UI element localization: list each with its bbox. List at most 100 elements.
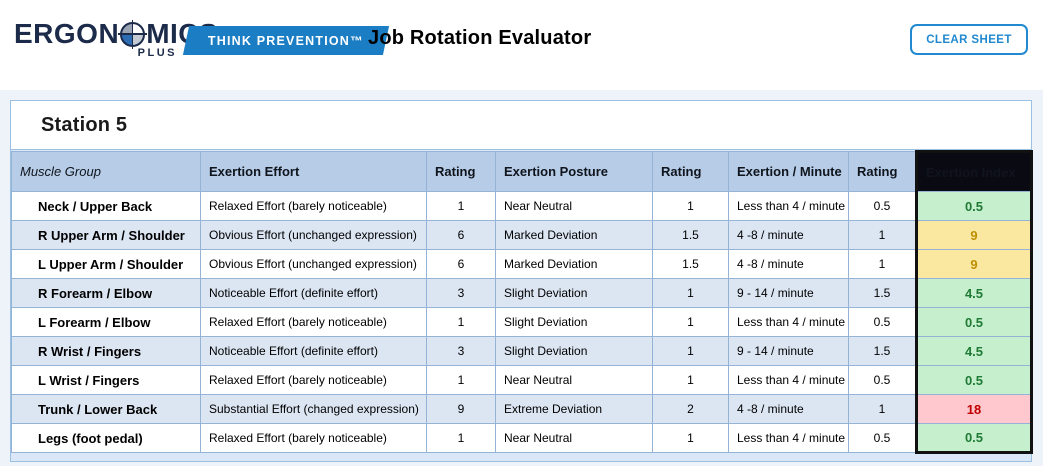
muscle-group-cell: Neck / Upper Back <box>11 191 201 221</box>
effort-rating-cell: 3 <box>426 336 496 366</box>
col-header-exertion-index: Exertion Index <box>915 150 1033 192</box>
col-header-exertion-effort: Exertion Effort <box>200 151 427 192</box>
muscle-group-cell: L Wrist / Fingers <box>11 365 201 395</box>
col-header-exertion-posture: Exertion Posture <box>495 151 653 192</box>
exertion-effort-cell[interactable]: Relaxed Effort (barely noticeable) <box>200 365 427 395</box>
badge-label: THINK PREVENTION™ <box>208 33 364 48</box>
posture-rating-cell: 1.5 <box>652 249 729 279</box>
table-row: L Upper Arm / Shoulder Obvious Effort (u… <box>11 249 1033 279</box>
app-header: ERGON MICS PLUS THINK PREVENTION™ Job Rot… <box>0 0 1043 90</box>
exertion-posture-cell[interactable]: Near Neutral <box>495 191 653 221</box>
exertion-posture-cell[interactable]: Extreme Deviation <box>495 394 653 424</box>
muscle-group-cell: Legs (foot pedal) <box>11 423 201 453</box>
frequency-rating-cell: 0.5 <box>848 307 917 337</box>
muscle-group-cell: R Upper Arm / Shoulder <box>11 220 201 250</box>
col-header-rating-1: Rating <box>426 151 496 192</box>
posture-rating-cell: 2 <box>652 394 729 424</box>
exertion-posture-cell[interactable]: Marked Deviation <box>495 220 653 250</box>
exertion-effort-cell[interactable]: Relaxed Effort (barely noticeable) <box>200 307 427 337</box>
exertion-index-cell: 0.5 <box>915 307 1033 337</box>
posture-rating-cell: 1 <box>652 307 729 337</box>
table-row: R Wrist / Fingers Noticeable Effort (def… <box>11 336 1033 366</box>
muscle-group-cell: L Forearm / Elbow <box>11 307 201 337</box>
rotation-table: Muscle Group Exertion Effort Rating Exer… <box>11 150 1033 454</box>
table-row: R Forearm / Elbow Noticeable Effort (def… <box>11 278 1033 308</box>
ergonomics-plus-logo: ERGON MICS PLUS <box>14 18 218 70</box>
rotation-table-body: Neck / Upper Back Relaxed Effort (barely… <box>11 191 1033 454</box>
effort-rating-cell: 1 <box>426 191 496 221</box>
frequency-rating-cell: 1 <box>848 394 917 424</box>
exertion-minute-cell[interactable]: 9 - 14 / minute <box>728 336 849 366</box>
frequency-rating-cell: 0.5 <box>848 191 917 221</box>
exertion-index-cell: 0.5 <box>915 365 1033 395</box>
table-row: L Wrist / Fingers Relaxed Effort (barely… <box>11 365 1033 395</box>
logo-text-left: ERGON <box>14 18 120 49</box>
frequency-rating-cell: 1 <box>848 249 917 279</box>
clear-sheet-button[interactable]: CLEAR SHEET <box>910 24 1028 55</box>
effort-rating-cell: 3 <box>426 278 496 308</box>
station-header: Station 5 <box>11 101 1031 150</box>
exertion-effort-cell[interactable]: Obvious Effort (unchanged expression) <box>200 249 427 279</box>
frequency-rating-cell: 0.5 <box>848 423 917 453</box>
exertion-minute-cell[interactable]: Less than 4 / minute <box>728 191 849 221</box>
effort-rating-cell: 1 <box>426 423 496 453</box>
exertion-effort-cell[interactable]: Substantial Effort (changed expression) <box>200 394 427 424</box>
posture-rating-cell: 1 <box>652 336 729 366</box>
effort-rating-cell: 9 <box>426 394 496 424</box>
exertion-posture-cell[interactable]: Slight Deviation <box>495 278 653 308</box>
exertion-index-cell: 18 <box>915 394 1033 424</box>
exertion-index-cell: 9 <box>915 249 1033 279</box>
logo-wordmark: ERGON MICS <box>14 18 218 50</box>
frequency-rating-cell: 0.5 <box>848 365 917 395</box>
exertion-posture-cell[interactable]: Near Neutral <box>495 365 653 395</box>
exertion-minute-cell[interactable]: Less than 4 / minute <box>728 307 849 337</box>
muscle-group-cell: L Upper Arm / Shoulder <box>11 249 201 279</box>
exertion-effort-cell[interactable]: Relaxed Effort (barely noticeable) <box>200 423 427 453</box>
exertion-minute-cell[interactable]: Less than 4 / minute <box>728 365 849 395</box>
exertion-effort-cell[interactable]: Noticeable Effort (definite effort) <box>200 278 427 308</box>
muscle-group-cell: Trunk / Lower Back <box>11 394 201 424</box>
exertion-effort-cell[interactable]: Relaxed Effort (barely noticeable) <box>200 191 427 221</box>
table-row: Trunk / Lower Back Substantial Effort (c… <box>11 394 1033 424</box>
exertion-effort-cell[interactable]: Obvious Effort (unchanged expression) <box>200 220 427 250</box>
compass-target-icon <box>118 19 148 49</box>
frequency-rating-cell: 1 <box>848 220 917 250</box>
exertion-minute-cell[interactable]: 4 -8 / minute <box>728 394 849 424</box>
posture-rating-cell: 1 <box>652 278 729 308</box>
col-header-muscle-group: Muscle Group <box>11 151 201 192</box>
posture-rating-cell: 1 <box>652 365 729 395</box>
exertion-posture-cell[interactable]: Slight Deviation <box>495 336 653 366</box>
posture-rating-cell: 1 <box>652 191 729 221</box>
col-header-rating-2: Rating <box>652 151 729 192</box>
exertion-posture-cell[interactable]: Marked Deviation <box>495 249 653 279</box>
exertion-posture-cell[interactable]: Slight Deviation <box>495 307 653 337</box>
table-row: Legs (foot pedal) Relaxed Effort (barely… <box>11 423 1033 454</box>
logo-subtext: PLUS <box>137 47 177 59</box>
frequency-rating-cell: 1.5 <box>848 336 917 366</box>
exertion-posture-cell[interactable]: Near Neutral <box>495 423 653 453</box>
table-row: R Upper Arm / Shoulder Obvious Effort (u… <box>11 220 1033 250</box>
muscle-group-cell: R Forearm / Elbow <box>11 278 201 308</box>
exertion-minute-cell[interactable]: Less than 4 / minute <box>728 423 849 453</box>
frequency-rating-cell: 1.5 <box>848 278 917 308</box>
exertion-minute-cell[interactable]: 9 - 14 / minute <box>728 278 849 308</box>
exertion-minute-cell[interactable]: 4 -8 / minute <box>728 220 849 250</box>
effort-rating-cell: 1 <box>426 307 496 337</box>
table-row: Neck / Upper Back Relaxed Effort (barely… <box>11 191 1033 221</box>
exertion-index-cell: 0.5 <box>915 423 1033 454</box>
table-header-row: Muscle Group Exertion Effort Rating Exer… <box>11 150 1033 192</box>
posture-rating-cell: 1 <box>652 423 729 453</box>
exertion-index-cell: 4.5 <box>915 336 1033 366</box>
col-header-rating-3: Rating <box>848 151 917 192</box>
effort-rating-cell: 1 <box>426 365 496 395</box>
exertion-index-cell: 0.5 <box>915 191 1033 221</box>
table-row: L Forearm / Elbow Relaxed Effort (barely… <box>11 307 1033 337</box>
exertion-effort-cell[interactable]: Noticeable Effort (definite effort) <box>200 336 427 366</box>
muscle-group-cell: R Wrist / Fingers <box>11 336 201 366</box>
exertion-index-cell: 4.5 <box>915 278 1033 308</box>
exertion-minute-cell[interactable]: 4 -8 / minute <box>728 249 849 279</box>
col-header-exertion-minute: Exertion / Minute <box>728 151 849 192</box>
think-prevention-badge: THINK PREVENTION™ <box>182 26 389 55</box>
exertion-index-cell: 9 <box>915 220 1033 250</box>
station-title: Station 5 <box>41 113 128 136</box>
